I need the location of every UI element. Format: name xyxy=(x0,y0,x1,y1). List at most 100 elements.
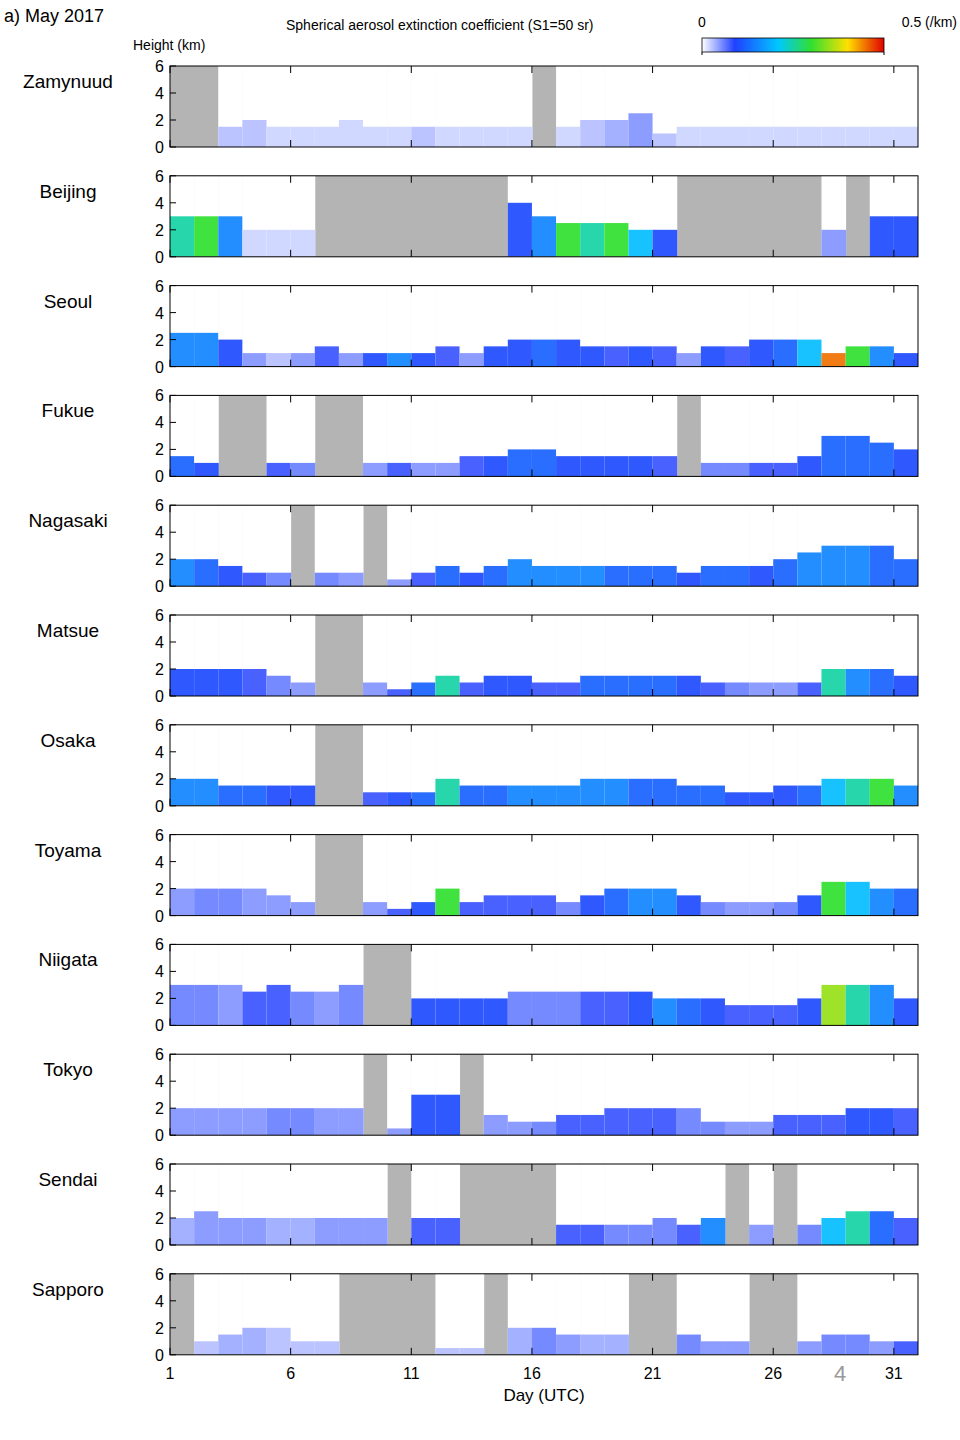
observed-column xyxy=(435,1054,460,1135)
y-tick xyxy=(170,1218,176,1219)
observed-column xyxy=(508,835,533,916)
observed-column xyxy=(411,835,436,916)
aerosol-layer xyxy=(846,436,871,477)
x-tick xyxy=(893,469,894,476)
x-tick xyxy=(531,1274,532,1281)
aerosol-layer xyxy=(460,902,485,916)
observed-column xyxy=(797,66,822,147)
observed-column xyxy=(677,944,702,1025)
y-tick-label: 0 xyxy=(155,1347,164,1364)
aerosol-layer xyxy=(411,683,436,697)
observed-column xyxy=(894,835,918,916)
y-tick xyxy=(170,120,176,121)
observed-column xyxy=(339,66,364,147)
observed-column xyxy=(435,615,460,696)
no-data-background xyxy=(170,395,918,476)
y-tick-label: 0 xyxy=(155,1017,164,1034)
aerosol-layer xyxy=(677,573,702,586)
x-tick xyxy=(773,579,774,586)
aerosol-layer xyxy=(267,127,292,147)
aerosol-layer xyxy=(556,456,581,476)
y-tick-label: 0 xyxy=(155,908,164,925)
y-tick-label: 4 xyxy=(155,305,164,322)
aerosol-layer xyxy=(170,985,195,1025)
y-tick-label: 2 xyxy=(155,551,164,568)
observed-column xyxy=(315,505,340,586)
aerosol-layer xyxy=(725,566,750,586)
x-tick xyxy=(893,1274,894,1281)
observed-column xyxy=(846,505,871,586)
observed-column xyxy=(411,1164,436,1245)
aerosol-layer xyxy=(363,353,388,366)
x-tick xyxy=(170,725,171,732)
x-tick xyxy=(893,250,894,257)
observed-column xyxy=(628,286,653,367)
observed-column xyxy=(556,505,581,586)
aerosol-layer xyxy=(701,786,726,806)
observed-column xyxy=(460,286,485,367)
observed-column xyxy=(484,66,509,147)
y-tick xyxy=(170,312,176,313)
x-tick-label: 1 xyxy=(166,1365,175,1382)
aerosol-layer xyxy=(387,127,412,147)
aerosol-layer xyxy=(363,127,388,147)
y-tick xyxy=(170,1164,176,1165)
panel-marks xyxy=(170,615,918,696)
observed-column xyxy=(435,66,460,147)
page-number: 4 xyxy=(834,1361,846,1386)
aerosol-layer xyxy=(870,985,895,1025)
aerosol-layer xyxy=(894,998,918,1025)
aerosol-layer xyxy=(363,902,388,916)
observed-column xyxy=(870,835,895,916)
panel-marks xyxy=(170,835,918,916)
x-tick xyxy=(893,1238,894,1245)
x-tick xyxy=(170,1238,171,1245)
observed-column xyxy=(315,1164,340,1245)
x-tick xyxy=(773,1238,774,1245)
observed-column xyxy=(701,944,726,1025)
x-axis-title: Day (UTC) xyxy=(503,1386,584,1405)
aerosol-layer xyxy=(218,1335,243,1355)
aerosol-layer xyxy=(580,1335,605,1355)
y-tick xyxy=(170,642,176,643)
x-tick xyxy=(893,689,894,696)
observed-column xyxy=(532,1054,557,1135)
y-tick-label: 0 xyxy=(155,578,164,595)
y-tick xyxy=(170,615,176,616)
observed-column xyxy=(484,286,509,367)
aerosol-layer xyxy=(435,676,460,696)
y-tick-label: 0 xyxy=(155,1127,164,1144)
x-tick xyxy=(893,944,894,951)
x-tick xyxy=(411,395,412,402)
y-tick-label: 0 xyxy=(155,359,164,376)
observed-column xyxy=(580,944,605,1025)
aerosol-layer xyxy=(653,134,678,148)
x-tick xyxy=(531,615,532,622)
observed-column xyxy=(894,725,918,806)
observed-column xyxy=(411,505,436,586)
x-tick xyxy=(290,615,291,622)
observed-column xyxy=(508,1054,533,1135)
aerosol-layer xyxy=(556,1115,581,1135)
aerosol-layer xyxy=(556,683,581,697)
x-tick xyxy=(290,505,291,512)
aerosol-layer xyxy=(894,449,918,476)
y-tick-label: 6 xyxy=(155,1266,164,1283)
aerosol-layer xyxy=(846,1335,871,1355)
aerosol-layer xyxy=(846,1108,871,1135)
aerosol-layer xyxy=(725,902,750,916)
panel-marks xyxy=(170,1054,918,1135)
x-tick xyxy=(652,1164,653,1171)
observed-column xyxy=(604,1054,629,1135)
aerosol-layer xyxy=(242,1108,267,1135)
observed-column xyxy=(701,725,726,806)
aerosol-layer xyxy=(821,669,846,696)
observed-column xyxy=(821,1274,846,1355)
observed-column xyxy=(821,505,846,586)
y-tick xyxy=(170,1081,176,1082)
observed-column xyxy=(725,615,750,696)
observed-column xyxy=(508,944,533,1025)
x-tick xyxy=(773,835,774,842)
observed-column xyxy=(821,944,846,1025)
aerosol-layer xyxy=(170,216,195,256)
